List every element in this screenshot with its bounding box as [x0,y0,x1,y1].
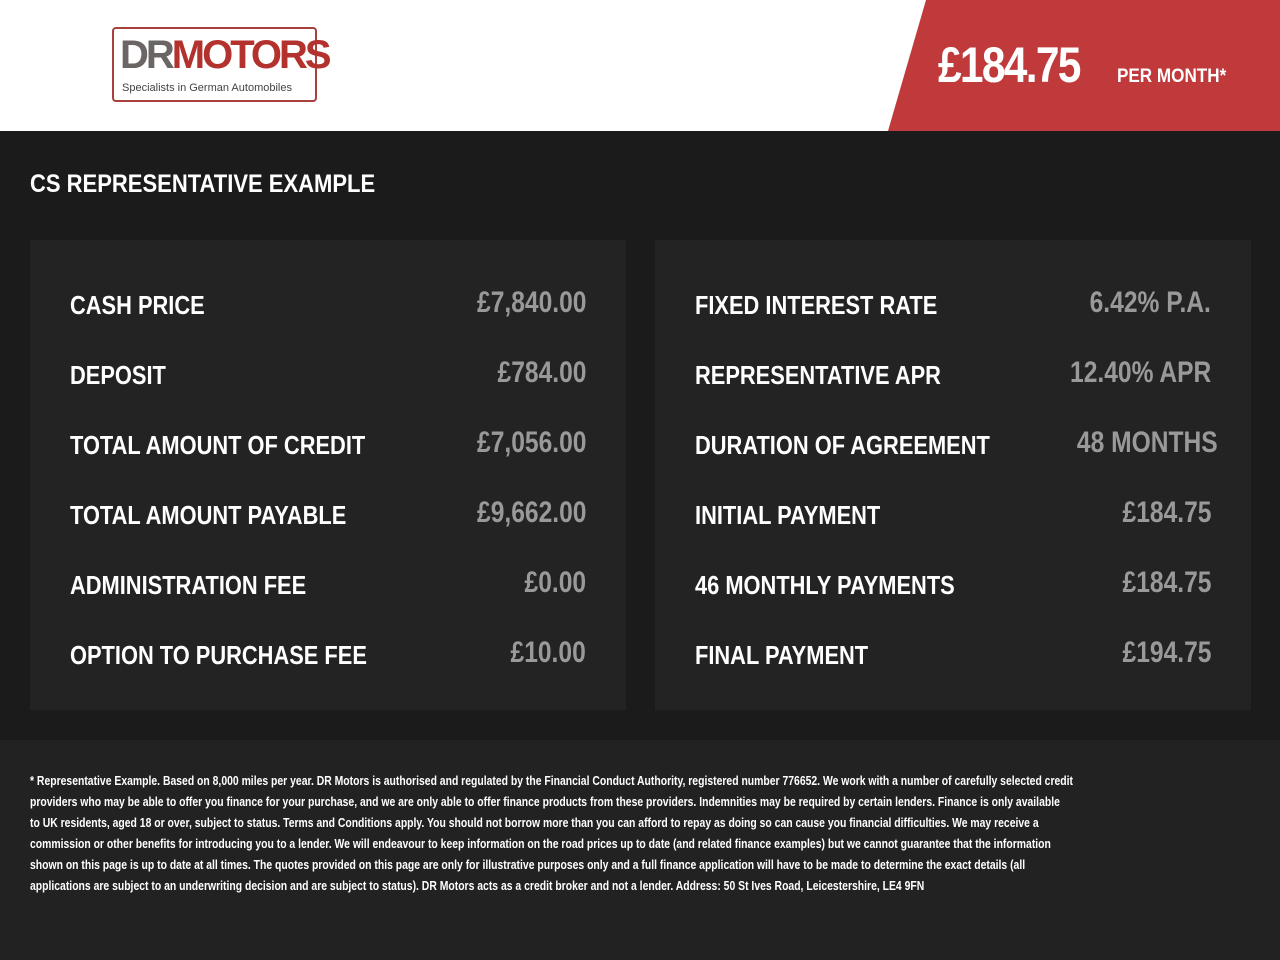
finance-row: FINAL PAYMENT £194.75 [695,620,1211,690]
disclaimer-line: providers who may be able to offer you f… [30,794,1060,809]
finance-row: DEPOSIT £784.00 [70,340,586,410]
finance-value: £9,662.00 [476,496,586,529]
finance-label: TOTAL AMOUNT PAYABLE [70,499,347,530]
finance-row: CASH PRICE £7,840.00 [70,270,586,340]
finance-label: INITIAL PAYMENT [695,499,881,530]
header: DRMOTORS Specialists in German Automobil… [0,0,1280,131]
disclaimer-line: * Representative Example. Based on 8,000… [30,773,1074,788]
finance-value: £184.75 [1122,566,1211,599]
finance-row: REPRESENTATIVE APR 12.40% APR [695,340,1211,410]
finance-value: £0.00 [524,566,586,599]
finance-value: 6.42% P.A. [1089,286,1211,319]
finance-row: ADMINISTRATION FEE £0.00 [70,550,586,620]
per-month-label: PER MONTH* [1117,66,1227,87]
finance-label: FINAL PAYMENT [695,639,869,670]
monthly-price-banner: £184.75 PER MONTH* [888,0,1280,131]
finance-value: 48 MONTHS [1076,426,1218,459]
finance-row: INITIAL PAYMENT £184.75 [695,480,1211,550]
finance-label: OPTION TO PURCHASE FEE [70,639,367,670]
finance-label: ADMINISTRATION FEE [70,569,307,600]
finance-label: FIXED INTEREST RATE [695,289,938,320]
finance-row: TOTAL AMOUNT OF CREDIT £7,056.00 [70,410,586,480]
finance-row: TOTAL AMOUNT PAYABLE £9,662.00 [70,480,586,550]
finance-value: 12.40% APR [1069,356,1211,389]
disclaimer: * Representative Example. Based on 8,000… [0,740,1280,960]
finance-value: £7,840.00 [476,286,586,319]
finance-label: DURATION OF AGREEMENT [695,429,990,460]
finance-label: 46 MONTHLY PAYMENTS [695,569,955,600]
finance-value: £10.00 [510,636,586,669]
finance-label: REPRESENTATIVE APR [695,359,941,390]
finance-value: £184.75 [1122,496,1211,529]
logo-dr: DR [120,33,175,77]
logo-tagline: Specialists in German Automobiles [122,82,292,94]
monthly-price: £184.75 [938,37,1081,93]
disclaimer-line: shown on this page is up to date at all … [30,857,1026,872]
disclaimer-line: commission or other benefits for introdu… [30,836,1051,851]
disclaimer-line: to UK residents, aged 18 or over, subjec… [30,815,1039,830]
finance-row: OPTION TO PURCHASE FEE £10.00 [70,620,586,690]
finance-label: DEPOSIT [70,359,166,390]
right-finance-panel: FIXED INTEREST RATE 6.42% P.A. REPRESENTAT… [655,240,1251,710]
dr-motors-logo[interactable]: DRMOTORS Specialists in German Automobil… [112,27,332,102]
finance-label: TOTAL AMOUNT OF CREDIT [70,429,366,460]
section-title: CS REPRESENTATIVE EXAMPLE [30,170,376,198]
finance-row: 46 MONTHLY PAYMENTS £184.75 [695,550,1211,620]
finance-value: £7,056.00 [476,426,586,459]
finance-row: DURATION OF AGREEMENT 48 MONTHS [695,410,1218,480]
disclaimer-line: applications are subject to an underwrit… [30,878,925,893]
left-finance-panel: CASH PRICE £7,840.00 DEPOSIT £784.00 TOTAL A… [30,240,626,710]
finance-value: £194.75 [1122,636,1211,669]
logo-wordmark: DRMOTORS [120,33,332,77]
logo-motors: MOTORS [171,33,332,77]
finance-label: CASH PRICE [70,289,205,320]
finance-value: £784.00 [497,356,586,389]
finance-row: FIXED INTEREST RATE 6.42% P.A. [695,270,1211,340]
